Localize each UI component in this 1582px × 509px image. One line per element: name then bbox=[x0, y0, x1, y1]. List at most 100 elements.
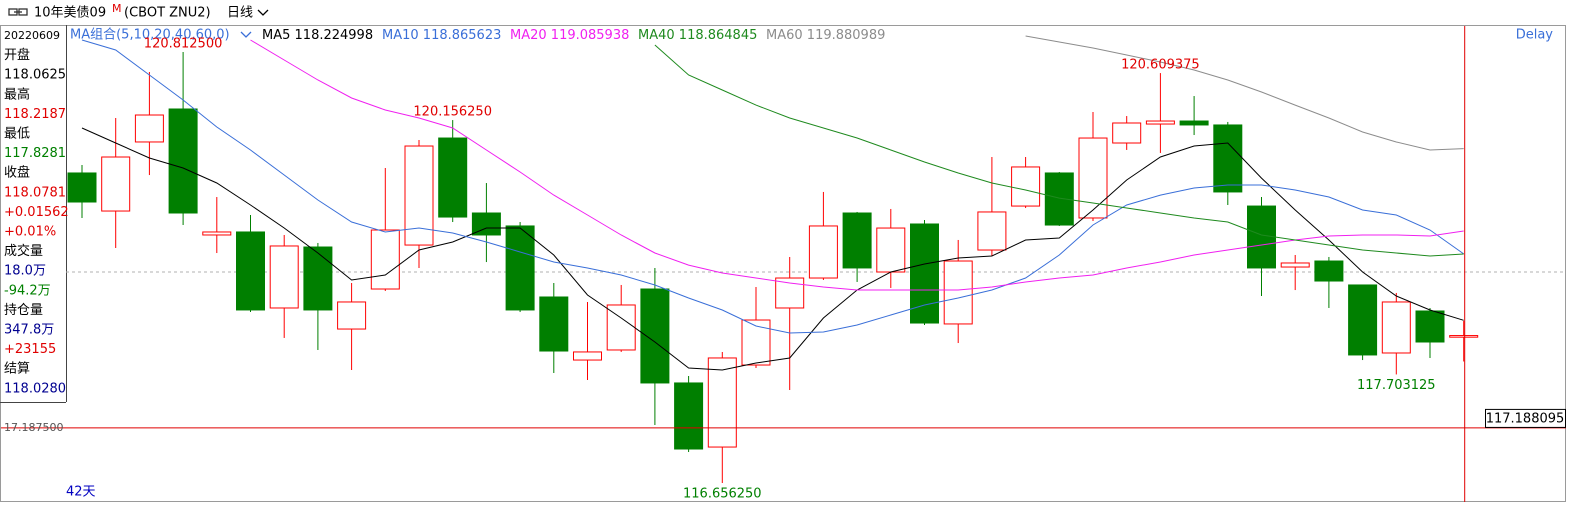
candle bbox=[438, 120, 468, 223]
info-item: 118.0781 bbox=[4, 185, 66, 200]
candle bbox=[606, 284, 636, 352]
extreme-label: 120.609375 bbox=[1121, 58, 1200, 73]
candle bbox=[1415, 307, 1445, 358]
ma-line bbox=[1025, 35, 1464, 151]
candle bbox=[404, 139, 434, 268]
candle bbox=[1213, 121, 1243, 206]
info-item: +0.01% bbox=[4, 225, 56, 240]
candle-body bbox=[337, 301, 367, 330]
candle bbox=[67, 164, 97, 218]
info-item: 118.0625 bbox=[4, 68, 66, 83]
legend-entry: MA60 119.880989 bbox=[766, 28, 885, 43]
info-item: 118.0280 bbox=[4, 381, 66, 396]
candle-body bbox=[943, 260, 973, 325]
info-item: 开盘 bbox=[4, 47, 30, 63]
candle bbox=[269, 234, 299, 338]
candle bbox=[1381, 292, 1411, 375]
candle-body bbox=[67, 172, 97, 203]
candle-body bbox=[471, 212, 501, 236]
candle bbox=[640, 267, 670, 425]
candle bbox=[168, 52, 198, 226]
legend-entry: MA20 119.085938 bbox=[510, 28, 629, 43]
ma-line bbox=[654, 44, 1464, 257]
instrument-flag: M bbox=[112, 2, 122, 15]
candle-body bbox=[1348, 284, 1378, 356]
candle bbox=[573, 301, 602, 380]
plot-area bbox=[66, 35, 1566, 483]
info-item: 18.0万 bbox=[4, 264, 46, 279]
info-item: +0.01562 bbox=[4, 205, 69, 220]
candle bbox=[236, 214, 265, 313]
candle bbox=[1280, 254, 1310, 291]
candle-body bbox=[640, 288, 670, 384]
legend-value: 119.085938 bbox=[551, 28, 630, 43]
toolbar bbox=[0, 0, 1582, 25]
candle bbox=[1348, 284, 1378, 361]
candle bbox=[1011, 157, 1041, 209]
candle-body bbox=[1179, 120, 1209, 126]
candle bbox=[842, 211, 872, 282]
extreme-label: 120.156250 bbox=[413, 105, 492, 120]
candle-body bbox=[808, 225, 838, 279]
candle bbox=[303, 242, 333, 350]
candle-body bbox=[101, 156, 131, 212]
candle bbox=[707, 351, 737, 483]
crosshair-price-box bbox=[1485, 408, 1566, 428]
legend-value: 119.880989 bbox=[807, 28, 886, 43]
info-item: 118.2187 bbox=[4, 107, 66, 122]
candle-body bbox=[1381, 301, 1411, 354]
ma-line bbox=[250, 39, 1464, 291]
period-chevron[interactable] bbox=[257, 9, 269, 16]
legend-name: MA40 bbox=[638, 28, 675, 43]
legend-value: 118.224998 bbox=[295, 28, 374, 43]
candle-body bbox=[573, 351, 602, 361]
candle-body bbox=[1044, 172, 1074, 226]
crosshair-price-left: 17.187500 bbox=[4, 421, 64, 434]
candle-body bbox=[1247, 205, 1276, 269]
candle bbox=[1112, 116, 1142, 150]
candle-body bbox=[842, 212, 872, 269]
candle-body bbox=[438, 137, 468, 218]
candle-body bbox=[910, 223, 939, 324]
candle bbox=[505, 222, 535, 313]
legend-value: 118.865623 bbox=[423, 28, 502, 43]
info-item: -94.2万 bbox=[4, 283, 51, 298]
candle bbox=[1314, 256, 1344, 308]
candle-body bbox=[1112, 122, 1142, 144]
candle-body bbox=[168, 108, 198, 214]
info-item: +23155 bbox=[4, 342, 56, 357]
candle bbox=[977, 157, 1007, 257]
candle-body bbox=[1011, 166, 1041, 207]
instrument-name[interactable]: 10年美债09 bbox=[34, 6, 106, 21]
toolbar-icon[interactable] bbox=[8, 8, 28, 16]
legend-entry: MA40 118.864845 bbox=[638, 28, 757, 43]
candle bbox=[202, 197, 232, 254]
bar-count: 42天 bbox=[66, 485, 96, 500]
ma-line bbox=[81, 39, 1464, 334]
candle-body bbox=[876, 227, 906, 273]
ma-chevron[interactable] bbox=[240, 31, 252, 38]
candle-body bbox=[606, 304, 636, 351]
info-item: 最高 bbox=[4, 86, 30, 102]
candle bbox=[1044, 172, 1074, 226]
candle-body bbox=[1280, 262, 1310, 268]
legend-name: MA10 bbox=[382, 28, 419, 43]
candle bbox=[134, 71, 164, 176]
info-item: 20220609 bbox=[4, 29, 60, 42]
candle-body bbox=[370, 229, 400, 290]
legend-name: MA20 bbox=[510, 28, 547, 43]
candle-body bbox=[1449, 335, 1479, 338]
crosshair-price-right: 117.188095 bbox=[1486, 411, 1565, 426]
candle-body bbox=[1078, 137, 1108, 219]
candle bbox=[674, 376, 704, 453]
candle bbox=[910, 220, 939, 325]
instrument-code: (CBOT ZNU2) bbox=[124, 6, 211, 21]
info-item: 收盘 bbox=[4, 165, 30, 181]
ma-line bbox=[81, 127, 1464, 371]
info-item: 347.8万 bbox=[4, 323, 54, 338]
ma-selector[interactable]: MA组合(5,10,20,40,60,0) bbox=[70, 28, 230, 43]
period-selector[interactable]: 日线 bbox=[227, 6, 253, 21]
candle-body bbox=[1213, 124, 1243, 193]
candle-body bbox=[1415, 310, 1445, 343]
